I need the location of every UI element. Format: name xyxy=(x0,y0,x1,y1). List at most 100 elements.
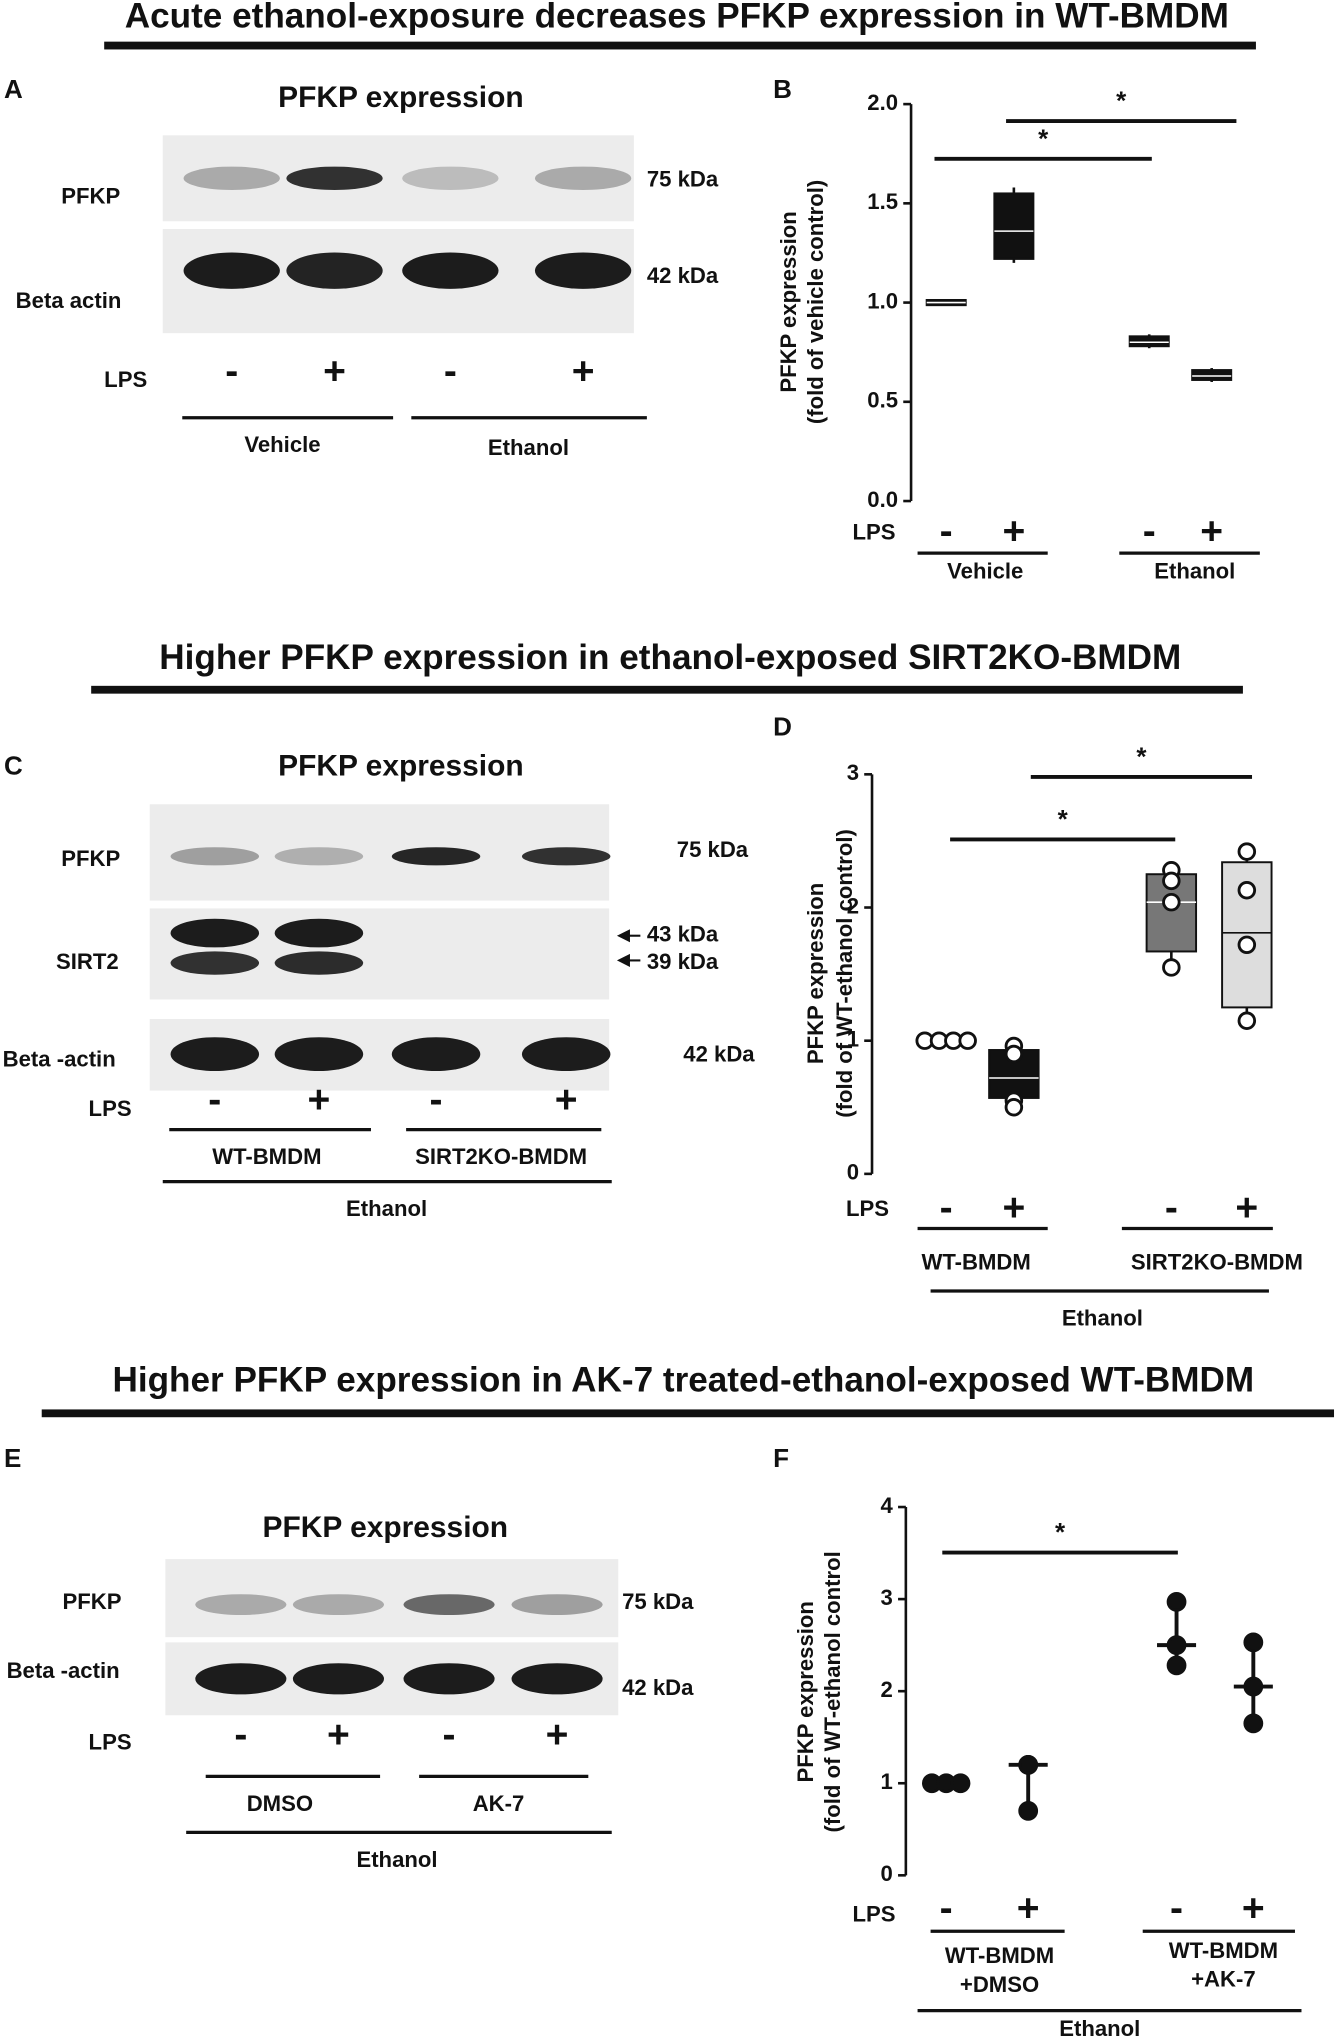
band xyxy=(391,1037,481,1072)
arrows xyxy=(616,929,641,967)
panel-letter: D xyxy=(773,712,792,742)
y-tick-label: 1.0 xyxy=(867,288,898,313)
band xyxy=(170,847,260,866)
kda-label: 43 kDa xyxy=(647,922,719,947)
significance-label: * xyxy=(1058,804,1069,834)
blot-title: PFKP expression xyxy=(263,1511,509,1544)
group-label: DMSO xyxy=(247,1791,313,1816)
y-tick-label: 2 xyxy=(881,1677,893,1702)
row-label: PFKP xyxy=(63,1589,122,1614)
group-label: WT-BMDM xyxy=(921,1250,1030,1275)
blot-title: PFKP expression xyxy=(278,81,524,114)
y-axis-label: PFKP expression xyxy=(776,211,801,392)
group-label: AK-7 xyxy=(473,1791,525,1816)
group-label: WT-BMDM xyxy=(945,1943,1054,1968)
data-point xyxy=(1237,935,1257,955)
heading-rule xyxy=(91,685,1243,694)
y-tick-label: 1 xyxy=(881,1769,893,1794)
group-label: Ethanol xyxy=(1059,2016,1140,2038)
row-label: Beta -actin xyxy=(7,1658,120,1683)
group-label: Vehicle xyxy=(947,558,1023,583)
band xyxy=(183,166,280,191)
kda-label: 42 kDa xyxy=(683,1041,755,1066)
lps-sign: - xyxy=(444,350,457,393)
band xyxy=(402,252,499,289)
lps-sign: - xyxy=(1170,1887,1183,1930)
row-label: Beta -actin xyxy=(3,1046,116,1071)
significance-label: * xyxy=(1116,86,1127,116)
y-axis-label: (fold of WT-ethanol control xyxy=(820,1551,845,1832)
y-tick-label: 4 xyxy=(881,1493,894,1518)
band xyxy=(511,1594,603,1616)
lps-sign: + xyxy=(1002,510,1025,553)
band xyxy=(170,1037,260,1072)
band xyxy=(274,918,364,948)
band xyxy=(521,847,611,866)
lps-label: LPS xyxy=(104,367,147,392)
band xyxy=(274,951,364,975)
y-tick-label: 0.5 xyxy=(867,388,898,413)
box xyxy=(1191,369,1233,381)
group-label: Ethanol xyxy=(356,1847,437,1872)
heading-rule xyxy=(41,1409,1335,1418)
group-label: Ethanol xyxy=(1062,1305,1143,1330)
band xyxy=(534,166,632,191)
data-point xyxy=(950,1773,971,1794)
band xyxy=(511,1663,603,1695)
lps-sign: - xyxy=(208,1079,221,1122)
data-point xyxy=(1018,1754,1039,1775)
lps-sign: - xyxy=(443,1714,456,1757)
group-label: Ethanol xyxy=(488,435,569,460)
data-point xyxy=(1004,1044,1024,1064)
lps-sign: + xyxy=(323,350,346,393)
heading: Acute ethanol-exposure decreases PFKP ex… xyxy=(125,0,1229,36)
kda-label: 75 kDa xyxy=(677,837,749,862)
data-point xyxy=(1162,958,1181,977)
row-label: SIRT2 xyxy=(56,949,119,974)
lps-sign: - xyxy=(1143,510,1156,553)
lps-sign: + xyxy=(1200,510,1223,553)
band xyxy=(274,847,364,866)
data-point xyxy=(1166,1635,1187,1656)
band xyxy=(292,1594,384,1616)
kda-label: 39 kDa xyxy=(647,949,719,974)
heading-rule xyxy=(104,41,1256,50)
band xyxy=(403,1594,495,1616)
band xyxy=(402,166,499,191)
band xyxy=(521,1037,611,1072)
lps-sign: + xyxy=(1017,1887,1040,1930)
lps-label: LPS xyxy=(852,1902,895,1927)
lps-sign: - xyxy=(940,1187,953,1230)
kda-label: 75 kDa xyxy=(622,1589,694,1614)
y-axis-label: PFKP expression xyxy=(803,883,828,1064)
box xyxy=(993,192,1035,260)
heading: Higher PFKP expression in ethanol-expose… xyxy=(159,638,1181,677)
kda-label: 42 kDa xyxy=(622,1675,694,1700)
significance-label: * xyxy=(1136,742,1147,772)
group-label: Ethanol xyxy=(1154,558,1235,583)
y-tick-label: 1 xyxy=(847,1027,859,1052)
data-point xyxy=(1243,1713,1264,1734)
data-point xyxy=(1166,1655,1187,1676)
data-point xyxy=(1162,871,1181,891)
lps-sign: - xyxy=(1165,1187,1178,1230)
y-tick-label: 2.0 xyxy=(867,90,898,115)
data-point xyxy=(1166,1591,1187,1612)
lps-sign: + xyxy=(1002,1187,1025,1230)
band xyxy=(170,918,260,948)
panel-letter: C xyxy=(4,751,23,781)
data-point xyxy=(1243,1676,1264,1697)
panel-letter: E xyxy=(4,1443,21,1473)
heading: Higher PFKP expression in AK-7 treated-e… xyxy=(112,1360,1254,1399)
lps-sign: - xyxy=(940,510,953,553)
lps-sign: + xyxy=(572,350,595,393)
band xyxy=(534,252,632,289)
band xyxy=(183,252,280,289)
blot-strip xyxy=(165,1559,619,1638)
lps-sign: - xyxy=(234,1714,247,1757)
lps-label: LPS xyxy=(89,1730,132,1755)
y-tick-label: 0 xyxy=(847,1160,859,1185)
lps-label: LPS xyxy=(846,1196,889,1221)
kda-label: 75 kDa xyxy=(647,167,719,192)
